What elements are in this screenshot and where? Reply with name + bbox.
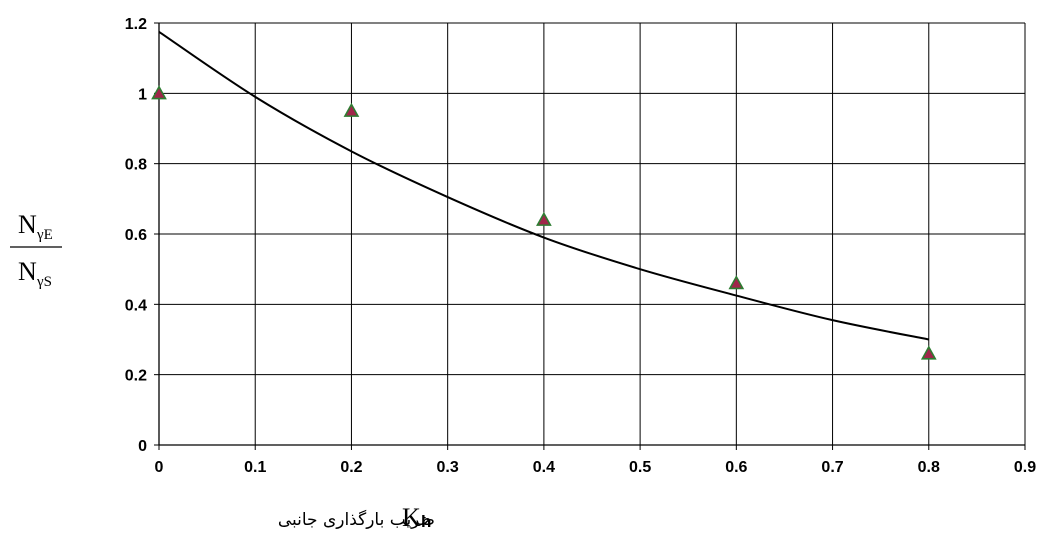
y-label-numerator: N	[18, 210, 37, 239]
fit-curve-line	[158, 30, 929, 341]
x-tick-label: 0	[155, 459, 164, 476]
x-tick-label: 0.2	[340, 459, 362, 476]
y-tick-label: 0.6	[125, 227, 147, 244]
y-axis-tick-labels: 0 0.2 0.4 0.6 0.8 1 1.2	[125, 16, 147, 455]
x-label-text: ضریب بارگذاری جانبی	[278, 509, 435, 530]
y-tick-label: 1	[138, 86, 147, 103]
x-tick-label: 0.4	[533, 459, 555, 476]
x-axis-label: K h ضریب بارگذاری جانبی	[278, 503, 435, 532]
data-point-triangle	[151, 85, 167, 100]
x-tick-label: 0.5	[629, 459, 651, 476]
x-tick-label: 0.8	[918, 459, 940, 476]
x-tick-label: 0.9	[1014, 459, 1036, 476]
y-tick-label: 0	[138, 438, 147, 455]
axes	[154, 22, 1026, 450]
x-label-symbol-subscript: h	[421, 512, 431, 531]
data-point-triangle	[728, 275, 745, 290]
y-tick-label: 0.2	[125, 368, 147, 385]
x-label-symbol: K	[402, 503, 421, 532]
y-label-denominator-subscript: γS	[36, 274, 52, 290]
data-point-triangle	[536, 211, 552, 226]
grid-lines	[159, 22, 1026, 445]
y-label-denominator: N	[18, 257, 37, 286]
data-series	[151, 30, 937, 360]
x-tick-label: 0.3	[437, 459, 459, 476]
x-tick-label: 0.6	[725, 459, 747, 476]
y-label-numerator-subscript: γE	[36, 227, 53, 243]
y-tick-label: 1.2	[125, 16, 147, 33]
y-axis-label: N γE N γS	[10, 210, 62, 290]
x-tick-label: 0.7	[821, 459, 843, 476]
data-point-triangle	[343, 102, 360, 117]
x-axis-tick-labels: 0 0.1 0.2 0.3 0.4 0.5 0.6 0.7 0.8 0.9	[155, 459, 1037, 476]
x-tick-label: 0.1	[244, 459, 266, 476]
data-point-triangle	[920, 345, 937, 360]
y-tick-label: 0.4	[125, 297, 147, 314]
y-tick-label: 0.8	[125, 157, 147, 174]
